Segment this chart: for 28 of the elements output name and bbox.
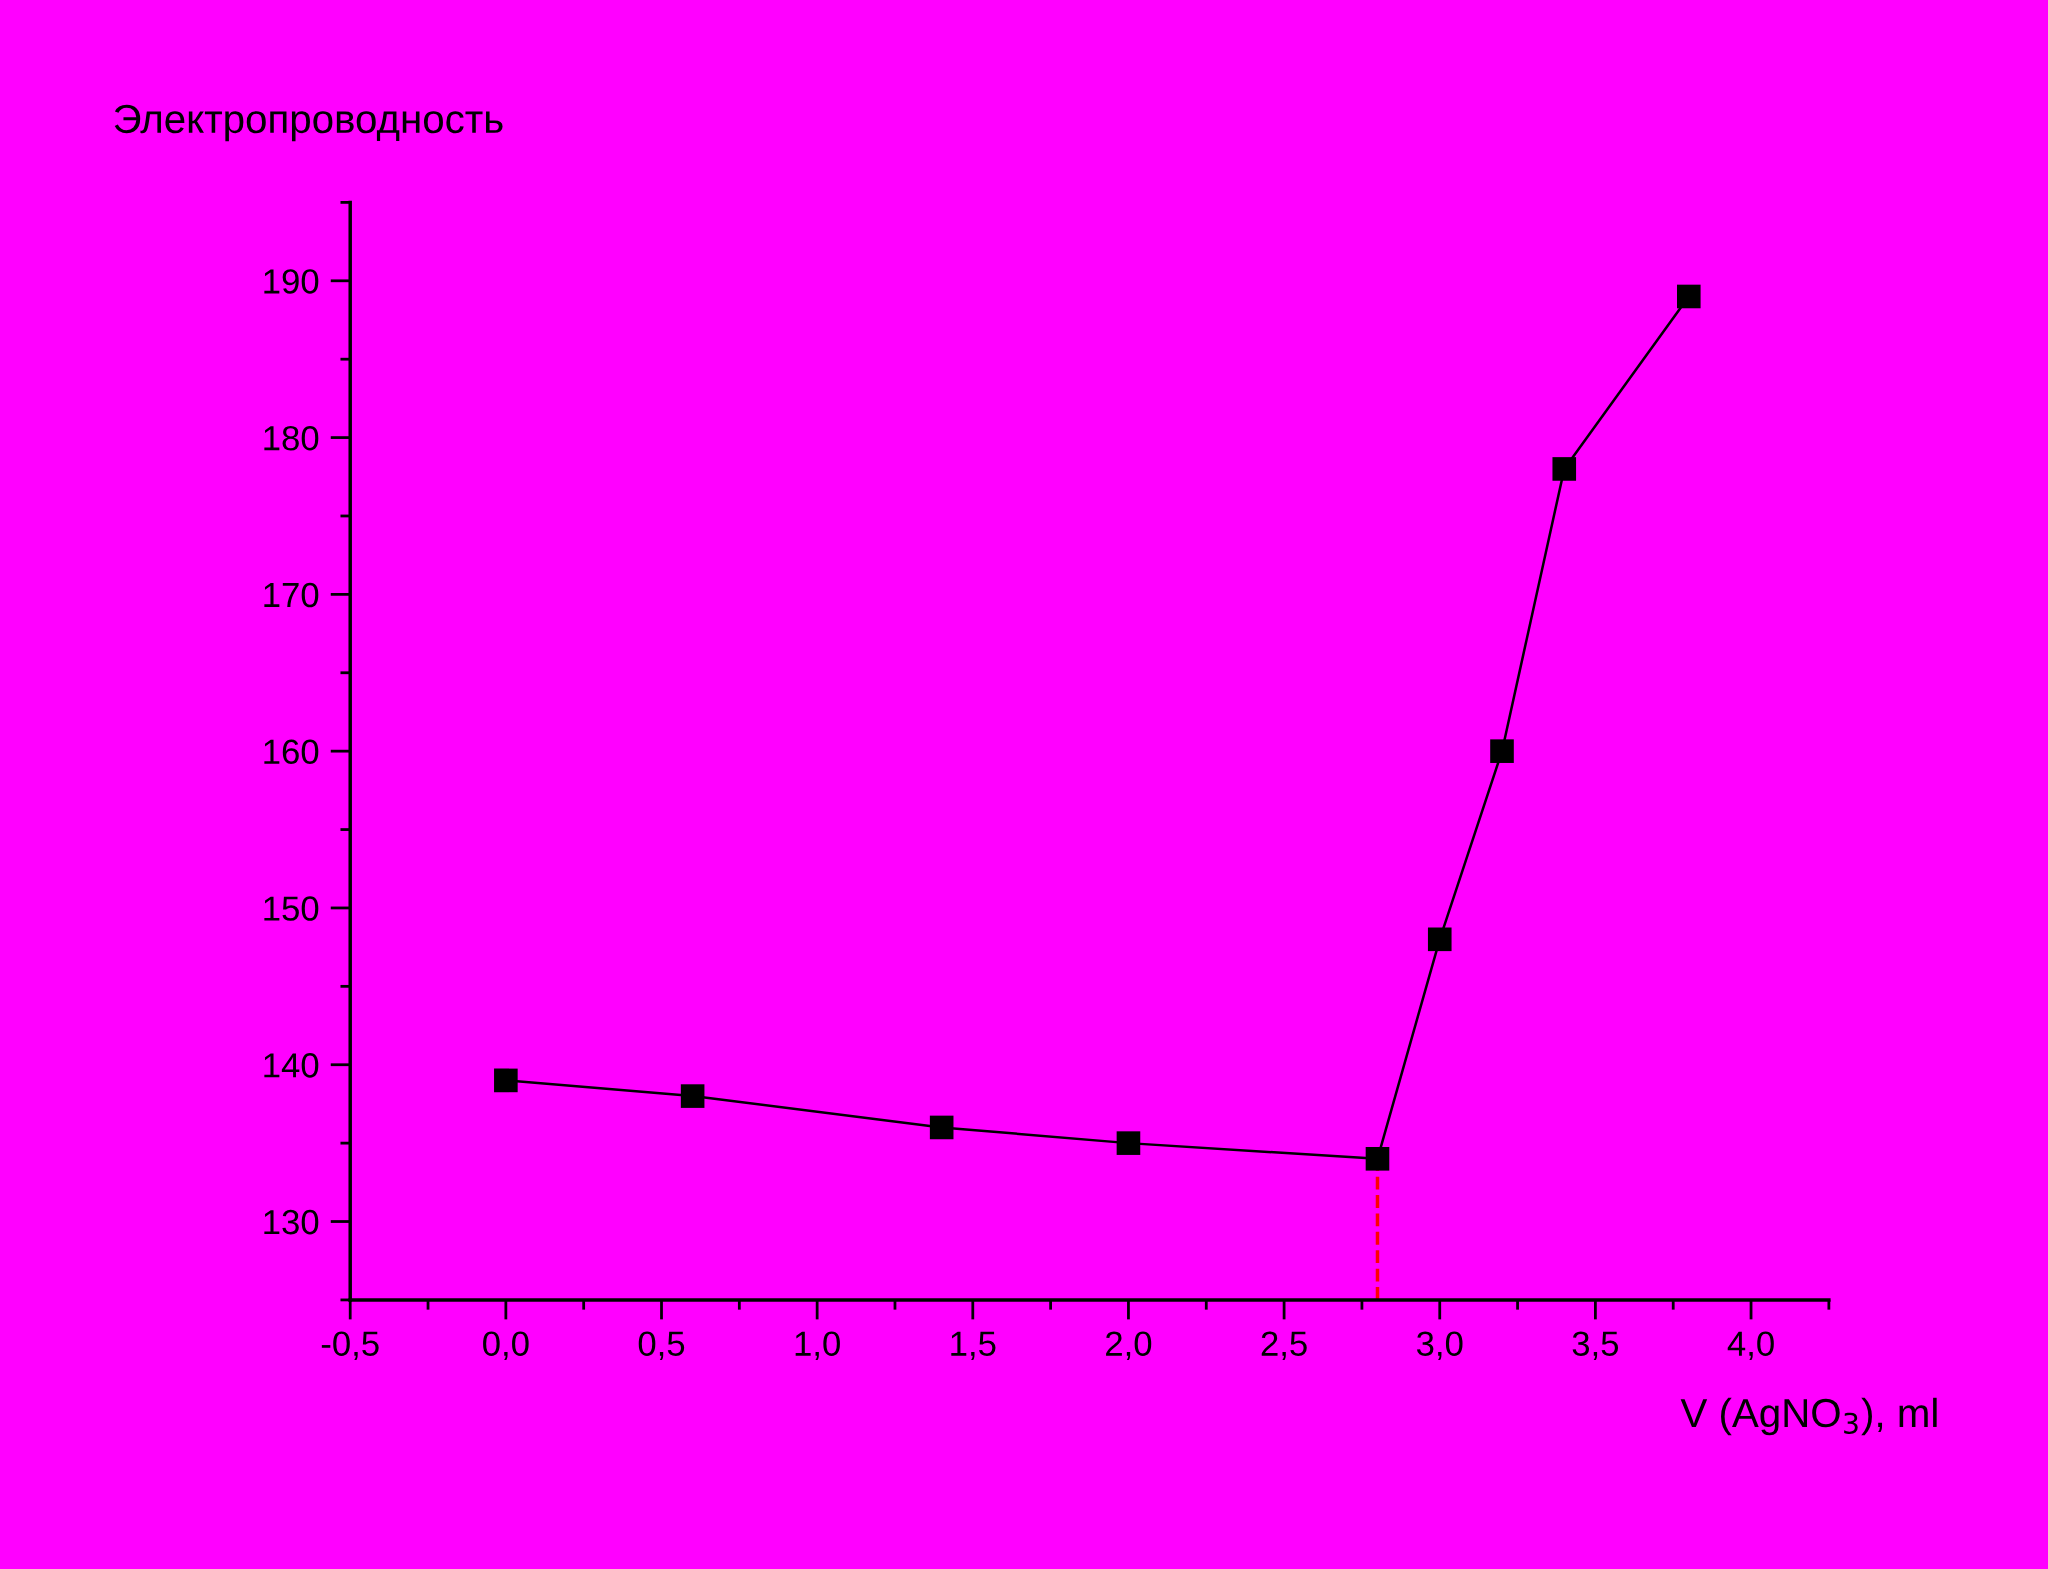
y-tick-label: 170: [264, 582, 319, 608]
point: [1676, 284, 1701, 309]
x-tick-label: 2,0: [1106, 1331, 1152, 1361]
point: [1427, 927, 1452, 952]
y-tick-label: 190: [264, 269, 319, 294]
x-tick-label: 0,0: [483, 1331, 529, 1361]
x-tick-label: -0,5: [321, 1331, 379, 1361]
point: [1365, 1147, 1390, 1171]
y-tick-label: 130: [264, 1209, 319, 1235]
y-tick-label: 160: [264, 739, 319, 765]
point: [680, 1084, 705, 1108]
x-tick-label: 0,5: [638, 1331, 685, 1361]
point: [1490, 739, 1514, 763]
y-axis-title: Электропроводность: [114, 104, 503, 142]
y-tick-label: 150: [264, 896, 319, 921]
x-tick-label: 1,5: [951, 1331, 996, 1361]
point: [494, 1068, 518, 1093]
point: [1116, 1131, 1141, 1155]
x-axis-title: V (AgNO$_{3}$), ml: [1680, 1397, 1937, 1436]
x-tick-label: 1,0: [795, 1331, 840, 1361]
point: [929, 1115, 954, 1140]
x-tick-label: 3,0: [1416, 1331, 1463, 1361]
point: [1552, 457, 1577, 481]
x-tick-label: 4,0: [1727, 1331, 1774, 1361]
x-tick-label: 2,5: [1261, 1331, 1307, 1361]
x-tick-label: 3,5: [1572, 1331, 1619, 1361]
y-tick-label: 140: [264, 1053, 319, 1078]
y-tick-label: 180: [264, 425, 319, 451]
